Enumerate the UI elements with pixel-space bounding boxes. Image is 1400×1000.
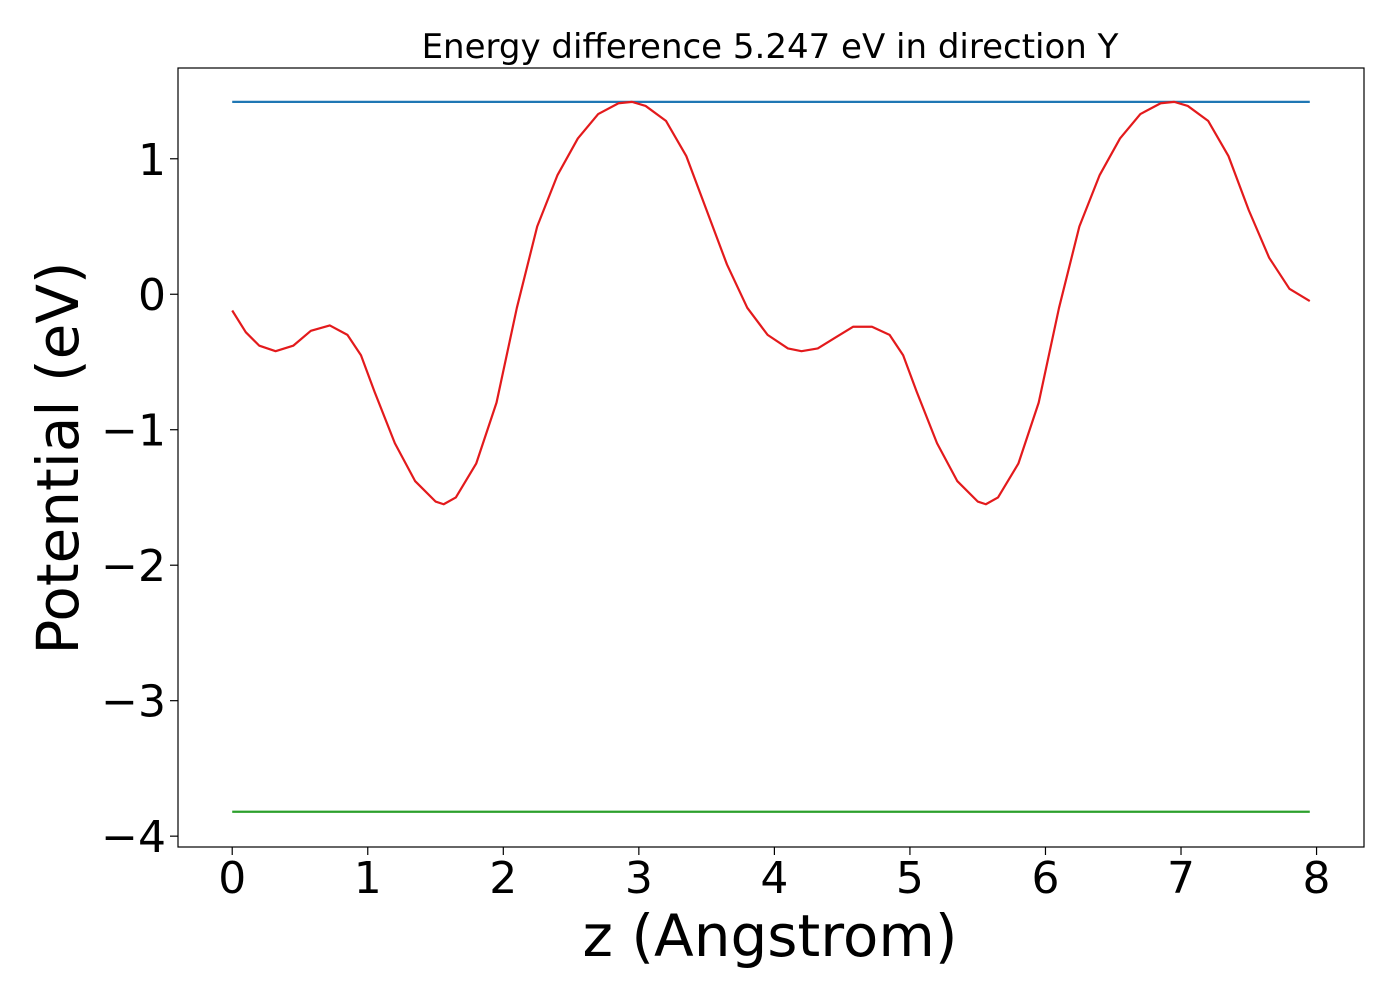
x-axis-ticks: 0 1 2 3 4 5 6 7 8 (218, 847, 1331, 904)
y-tick-label: 0 (138, 270, 166, 321)
y-tick-label: −3 (101, 677, 166, 728)
x-tick-label: 2 (489, 853, 517, 904)
x-tick-label: 8 (1303, 853, 1331, 904)
series-layer (231, 100, 1311, 813)
plot-area-frame (177, 67, 1365, 848)
y-tick-label: −2 (101, 541, 166, 592)
chart-title: Energy difference 5.247 eV in direction … (422, 27, 1119, 67)
x-tick-label: 0 (218, 853, 246, 904)
x-tick-label: 6 (1031, 853, 1059, 904)
x-tick-label: 3 (625, 853, 653, 904)
x-tick-label: 1 (354, 853, 382, 904)
x-tick-label: 4 (760, 853, 788, 904)
y-tick-label: 1 (138, 135, 166, 186)
x-tick-label: 5 (896, 853, 924, 904)
y-axis-title: Potential (eV) (24, 261, 92, 654)
x-tick-label: 7 (1167, 853, 1195, 904)
series-line-2 (231, 100, 1311, 506)
y-axis-ticks: 1 0 −1 −2 −3 −4 (101, 135, 178, 863)
y-tick-label: −1 (101, 406, 166, 457)
x-axis-title: z (Angstrom) (583, 902, 958, 970)
y-tick-label: −4 (101, 812, 166, 863)
